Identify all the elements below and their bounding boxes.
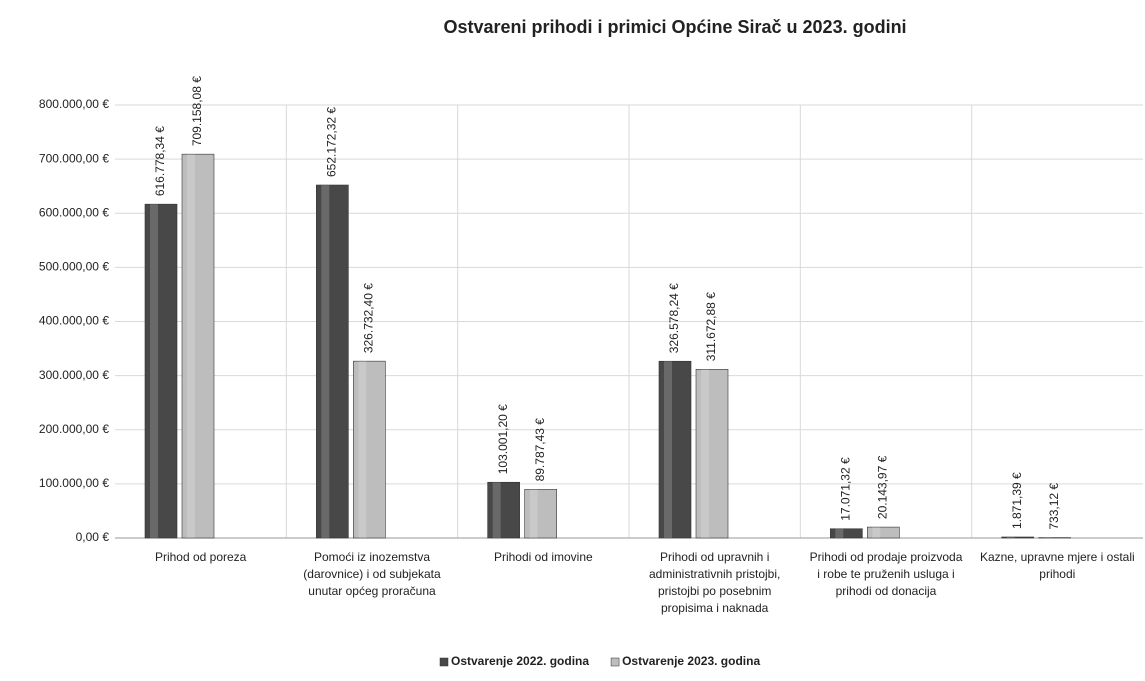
x-tick-label: Pomoći iz inozemstva (darovnice) i od su…: [303, 550, 441, 598]
bar-shine: [187, 154, 195, 538]
bar: [867, 526, 900, 539]
legend-swatch: [439, 657, 449, 667]
bar: [144, 203, 178, 539]
y-tick-label: 200.000,00 €: [39, 422, 109, 436]
bar: [830, 528, 863, 539]
bar: [658, 360, 692, 539]
value-label: 103.001,20 €: [496, 404, 510, 474]
bar: [1001, 536, 1034, 539]
value-label: 1.871,39 €: [1010, 472, 1024, 529]
value-label: 616.778,34 €: [153, 126, 167, 196]
y-tick-label: 300.000,00 €: [39, 368, 109, 382]
legend-swatch: [610, 657, 620, 667]
y-tick-label: 400.000,00 €: [39, 314, 109, 328]
legend-label: Ostvarenje 2022. godina: [451, 654, 589, 668]
bar: [487, 481, 520, 539]
value-label: 326.732,40 €: [362, 283, 376, 353]
bar-shine: [1006, 536, 1015, 538]
y-tick-label: 100.000,00 €: [39, 476, 109, 490]
bar: [181, 153, 215, 539]
value-label: 311.672,88 €: [704, 292, 718, 362]
value-label: 89.787,43 €: [533, 418, 547, 482]
chart-title: Ostvareni prihodi i primici Općine Sirač…: [443, 17, 906, 37]
x-tick-label: Prihodi od prodaje proizvoda i robe te p…: [809, 550, 963, 598]
bar-shine: [358, 361, 367, 538]
bar: [316, 184, 349, 539]
x-tick-label: Prihod od poreza: [154, 550, 247, 564]
value-label: 652.172,32 €: [325, 107, 339, 177]
y-tick-label: 700.000,00 €: [39, 151, 109, 165]
x-tick-label: Prihodi od upravnih i administrativnih p…: [648, 550, 781, 615]
bar-shine: [150, 204, 158, 539]
y-tick-label: 0,00 €: [76, 530, 110, 544]
y-tick-label: 600.000,00 €: [39, 205, 109, 219]
bar-shine: [701, 369, 709, 538]
legend-label: Ostvarenje 2023. godina: [622, 654, 760, 668]
bar-shine: [321, 185, 330, 539]
x-tick-label: Prihodi od imovine: [493, 550, 593, 564]
bar-shine: [529, 489, 538, 538]
value-label: 326.578,24 €: [667, 283, 681, 353]
bar: [695, 369, 729, 539]
y-tick-label: 800.000,00 €: [39, 97, 109, 111]
bar: [353, 360, 386, 539]
value-label: 17.071,32 €: [839, 457, 853, 521]
bar-shine: [492, 482, 501, 538]
bar-shine: [664, 361, 672, 538]
value-label: 709.158,08 €: [190, 76, 204, 146]
bar-shine: [872, 527, 881, 538]
bar-shine: [835, 528, 844, 538]
value-label: 733,12 €: [1047, 483, 1061, 530]
value-label: 20.143,97 €: [876, 455, 890, 519]
x-tick-label: Kazne, upravne mjere i ostali prihodi: [979, 550, 1135, 581]
y-tick-label: 500.000,00 €: [39, 260, 109, 274]
bar: [524, 489, 557, 539]
